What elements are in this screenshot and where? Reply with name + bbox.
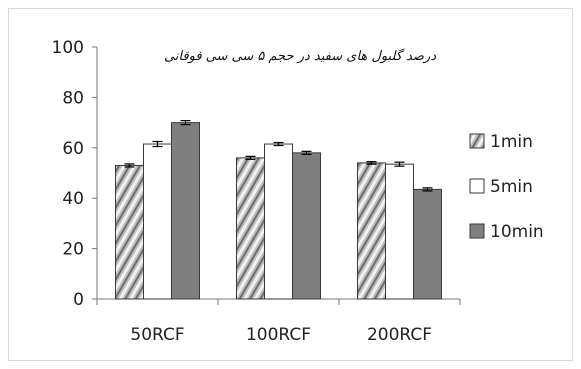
y-tick-label: 20: [62, 240, 84, 260]
chart-title: درصد گلبول های سفید در حجم ۵ سی سی فوقان…: [164, 48, 436, 64]
y-tick-label: 60: [62, 139, 84, 159]
legend-label: 10min: [490, 222, 544, 242]
legend-label: 1min: [490, 132, 533, 152]
bar: [236, 157, 265, 300]
x-tick-label: 50RCF: [130, 325, 184, 345]
y-tick-label: 100: [52, 38, 84, 58]
x-tick-label: 200RCF: [367, 325, 432, 345]
bar: [171, 122, 200, 300]
bar: [413, 188, 442, 300]
y-tick-label: 80: [62, 88, 84, 108]
bar: [143, 143, 172, 300]
legend-label: 5min: [490, 177, 533, 197]
bar: [264, 143, 293, 300]
legend-swatch: [469, 223, 485, 239]
x-tick-label: 100RCF: [246, 325, 311, 345]
bar: [115, 164, 144, 300]
y-tick-label: 0: [73, 290, 84, 310]
bar: [292, 152, 321, 300]
y-tick-label: 40: [62, 189, 84, 209]
legend-swatch: [469, 178, 485, 194]
bar: [357, 162, 386, 300]
bar: [385, 163, 414, 300]
legend-swatch: [469, 133, 485, 149]
